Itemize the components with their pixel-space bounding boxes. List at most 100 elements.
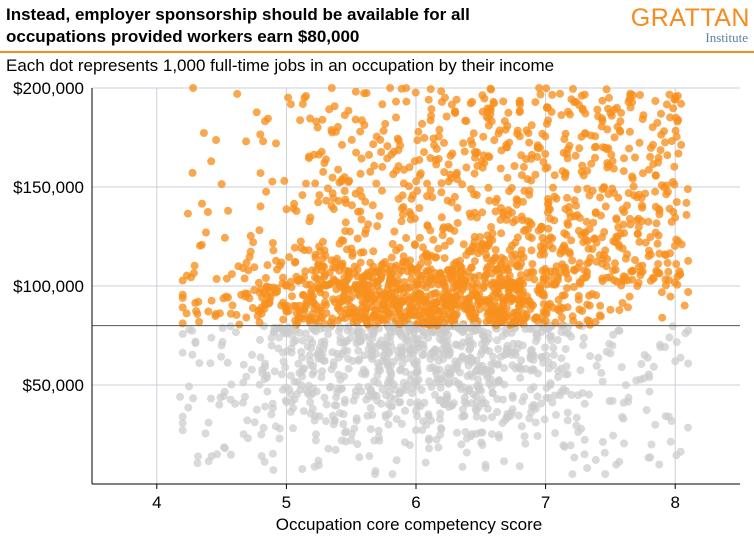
cloud-dot	[617, 363, 626, 372]
cloud-dot	[351, 115, 360, 124]
cloud-dot	[594, 353, 603, 362]
cloud-dot	[406, 327, 415, 336]
cloud-dot	[562, 230, 571, 239]
data-point	[489, 284, 498, 292]
cloud-dot	[462, 434, 471, 443]
cloud-dot	[220, 233, 229, 242]
data-point	[233, 89, 242, 98]
cloud-dot	[362, 395, 371, 404]
cloud-dot	[668, 322, 677, 331]
cloud-dot	[527, 121, 536, 130]
cloud-dot	[374, 433, 383, 442]
cloud-dot	[300, 306, 309, 315]
cloud-dot	[483, 231, 492, 240]
cloud-dot	[549, 343, 558, 352]
cloud-dot	[618, 299, 627, 307]
cloud-dot	[335, 178, 344, 187]
cloud-dot	[342, 305, 351, 314]
dot-cloud	[178, 84, 693, 479]
cloud-dot	[235, 320, 244, 329]
cloud-dot	[296, 237, 305, 246]
cloud-dot	[437, 87, 446, 96]
cloud-dot	[489, 291, 497, 300]
cloud-dot	[615, 306, 624, 315]
cloud-dot	[260, 288, 268, 297]
cloud-dot	[553, 276, 562, 284]
cloud-dot	[582, 217, 591, 226]
cloud-dot	[396, 343, 405, 352]
cloud-dot	[657, 130, 666, 139]
cloud-dot	[242, 137, 251, 146]
cloud-dot	[345, 227, 354, 236]
cloud-dot	[634, 278, 643, 287]
cloud-dot	[440, 138, 448, 147]
cloud-dot	[340, 273, 349, 282]
data-point	[476, 246, 485, 255]
cloud-dot	[306, 292, 314, 301]
cloud-dot	[182, 309, 191, 318]
cloud-dot	[403, 292, 411, 301]
cloud-dot	[289, 424, 297, 433]
cloud-dot	[446, 237, 454, 246]
cloud-dot	[575, 320, 584, 329]
cloud-dot	[513, 126, 522, 135]
data-point	[561, 173, 569, 182]
logo-subtitle: Institute	[705, 30, 748, 45]
cloud-dot	[232, 328, 240, 337]
data-point	[412, 291, 420, 300]
cloud-dot	[398, 191, 407, 200]
cloud-dot	[261, 274, 270, 282]
cloud-dot	[207, 394, 215, 403]
cloud-dot	[631, 256, 639, 264]
cloud-dot	[467, 306, 476, 315]
cloud-dot	[244, 434, 252, 443]
cloud-dot	[448, 149, 457, 158]
cloud-dot	[511, 364, 520, 373]
cloud-dot	[452, 265, 460, 274]
cloud-dot	[585, 390, 593, 399]
cloud-dot	[462, 356, 471, 365]
cloud-dot	[475, 385, 484, 394]
cloud-dot	[598, 233, 606, 242]
cloud-dot	[390, 227, 399, 236]
cloud-dot	[570, 453, 579, 462]
cloud-dot	[401, 406, 410, 415]
cloud-dot	[623, 250, 632, 259]
cloud-dot	[311, 253, 320, 262]
cloud-dot	[303, 313, 312, 322]
cloud-dot	[470, 208, 479, 217]
cloud-dot	[677, 140, 686, 149]
cloud-dot	[298, 353, 306, 362]
cloud-dot	[263, 261, 272, 270]
cloud-dot	[363, 411, 372, 420]
cloud-dot	[354, 337, 363, 346]
cloud-dot	[596, 193, 605, 202]
cloud-dot	[416, 275, 425, 284]
cloud-dot	[513, 344, 522, 353]
data-point	[554, 295, 563, 304]
cloud-dot	[436, 409, 445, 418]
cloud-dot	[591, 455, 600, 464]
cloud-dot	[306, 280, 315, 289]
cloud-dot	[536, 285, 545, 293]
cloud-dot	[419, 243, 427, 252]
cloud-dot	[302, 179, 310, 188]
cloud-dot	[646, 152, 655, 161]
cloud-dot	[468, 290, 477, 299]
cloud-dot	[672, 260, 681, 269]
cloud-dot	[478, 339, 486, 348]
cloud-dot	[537, 399, 546, 408]
cloud-dot	[422, 420, 431, 429]
cloud-dot	[240, 274, 249, 283]
cloud-dot	[517, 422, 526, 431]
cloud-dot	[570, 266, 579, 275]
cloud-dot	[438, 231, 447, 240]
cloud-dot	[567, 236, 576, 245]
cloud-dot	[302, 386, 311, 395]
cloud-dot	[542, 280, 551, 289]
cloud-dot	[571, 151, 580, 160]
cloud-dot	[677, 99, 686, 108]
cloud-dot	[473, 279, 481, 288]
cloud-dot	[308, 389, 317, 398]
x-axis-label: Occupation core competency score	[276, 515, 542, 534]
